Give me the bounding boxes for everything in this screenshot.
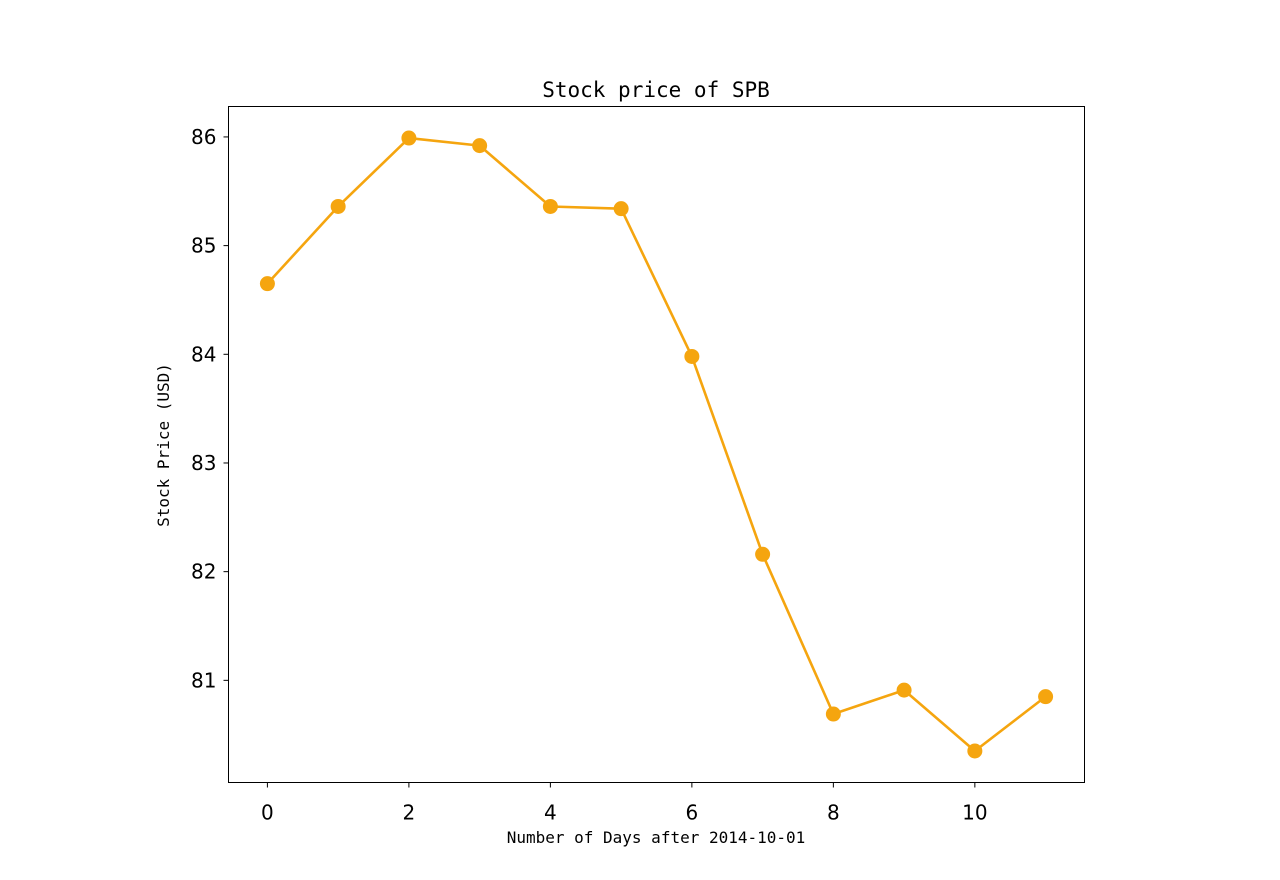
data-point — [330, 198, 346, 214]
series-layer — [259, 130, 1054, 759]
x-tick-label: 8 — [827, 801, 840, 825]
x-axis-label: Number of Days after 2014-10-01 — [507, 828, 806, 847]
y-tick-label: 85 — [191, 234, 216, 258]
data-point — [755, 546, 771, 562]
data-point — [896, 682, 912, 698]
y-tick-label: 84 — [191, 342, 216, 366]
data-point — [613, 201, 629, 217]
plot-frame — [228, 106, 1085, 783]
y-tick-label: 86 — [191, 125, 216, 149]
y-tick-label: 81 — [191, 668, 216, 692]
x-tick-label: 6 — [686, 801, 699, 825]
data-point — [825, 706, 841, 722]
series-line — [266, 136, 1047, 753]
x-tick-label: 4 — [544, 801, 557, 825]
data-point — [967, 743, 983, 759]
x-axis-ticks: 0 2 4 6 8 10 — [261, 782, 988, 825]
data-point — [542, 198, 558, 214]
x-tick-label: 10 — [962, 801, 987, 825]
data-point — [684, 348, 700, 364]
y-axis-ticks: 81 82 83 84 85 86 — [191, 125, 229, 692]
data-point — [401, 130, 417, 146]
data-point — [472, 138, 488, 154]
x-tick-label: 2 — [403, 801, 416, 825]
chart-title: Stock price of SPB — [542, 78, 770, 102]
data-point — [1038, 689, 1054, 705]
data-point — [259, 276, 275, 292]
x-tick-label: 0 — [261, 801, 274, 825]
y-tick-label: 82 — [191, 560, 216, 584]
y-tick-label: 83 — [191, 451, 216, 475]
y-axis-label: Stock Price (USD) — [154, 363, 173, 527]
